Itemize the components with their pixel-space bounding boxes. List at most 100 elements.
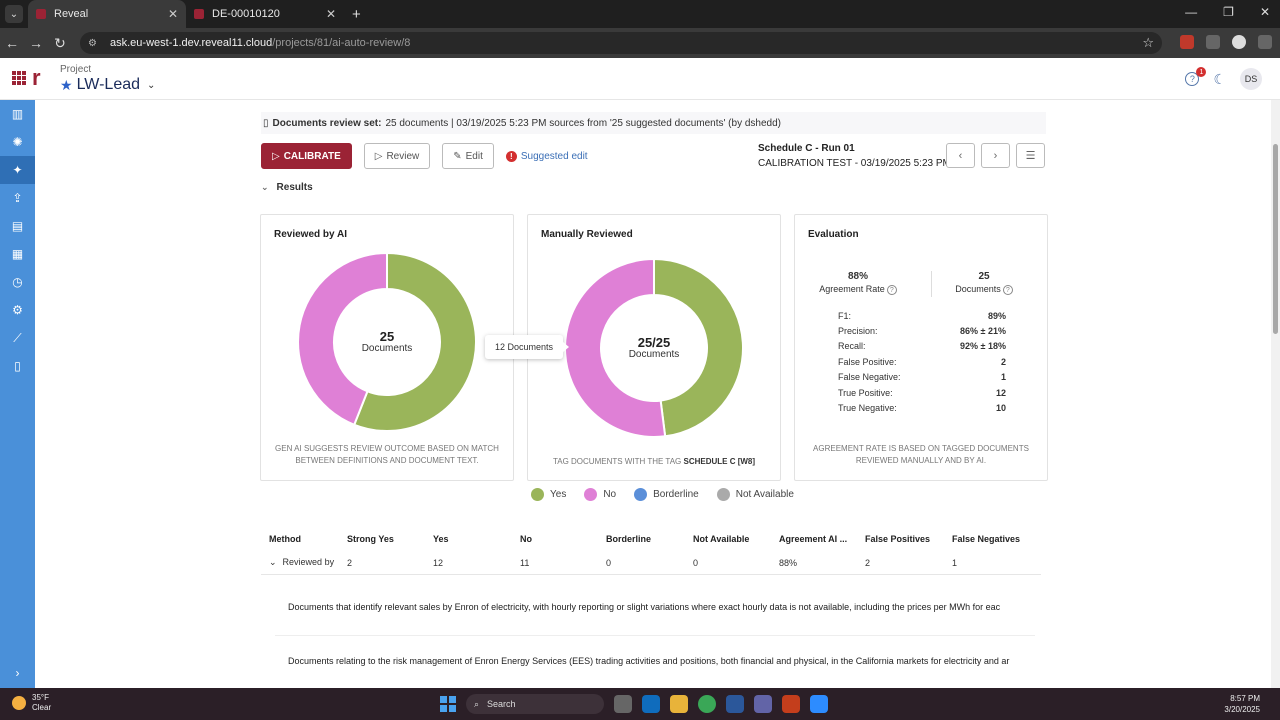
close-window-icon[interactable]: ✕ [1259,5,1270,19]
footer-tag: SCHEDULE C [W8] [683,457,756,466]
previous-run-chevron-left-icon[interactable]: ‹ [946,143,975,168]
column-header[interactable]: Not Available [693,534,750,544]
column-header[interactable]: No [520,534,532,544]
card-footer: TAG DOCUMENTS WITH THE TAG SCHEDULE C [W… [538,456,770,468]
column-header[interactable]: Yes [433,534,449,544]
word-icon[interactable] [726,695,744,713]
card-title: Manually Reviewed [541,229,633,240]
column-header[interactable]: Method [269,534,301,544]
chevron-down-icon[interactable]: ⌄ [269,557,277,567]
donut-slice-yes[interactable] [352,251,477,432]
run-info: Schedule C - Run 01 CALIBRATION TEST - 0… [758,141,951,171]
weather-condition: Clear [32,703,52,712]
close-icon[interactable]: ✕ [325,7,336,21]
column-header[interactable]: Agreement AI ... [779,534,848,544]
documents-icon[interactable]: ▤ [11,219,24,233]
legend-yes[interactable]: Yes [531,488,566,501]
column-header[interactable]: Borderline [606,534,652,544]
legend-dot-icon [584,488,598,501]
weather-widget[interactable]: 35°F Clear [12,693,51,713]
weather-moon-icon [12,696,26,710]
profile-icon[interactable] [1232,35,1246,49]
bookmark-star-icon[interactable]: ☆ [1142,35,1154,50]
minimize-icon[interactable]: — [1185,5,1198,19]
restore-icon[interactable]: ❐ [1223,5,1234,19]
task-view-icon[interactable] [614,695,632,713]
tab-label: Reveal [54,8,89,20]
dashboard-chart-icon[interactable]: ▥ [11,107,24,121]
suggested-edit-link[interactable]: ! Suggested edit [505,150,588,162]
legend-borderline[interactable]: Borderline [634,488,699,501]
site-info-icon[interactable]: ⚙ [88,37,97,49]
column-header[interactable]: Strong Yes [347,534,394,544]
browser-tab-reveal[interactable]: Reveal ✕ [28,0,186,28]
calibrate-button[interactable]: ▷ CALIBRATE [261,143,352,169]
browser-menu-icon[interactable] [1258,35,1272,49]
table-cell: 1 [952,557,958,568]
legend-dot-icon [716,488,730,501]
reveal-logo-icon[interactable]: r [32,65,41,90]
favorite-star-icon[interactable]: ★ [60,76,73,93]
library-icon[interactable]: ▦ [11,247,24,261]
extension-icon[interactable] [1180,35,1194,49]
lightbulb-icon[interactable]: ✺ [12,135,23,149]
metric-value: 92% ± 18% [960,341,1006,352]
back-icon[interactable]: ← [5,35,19,51]
teams-icon[interactable] [754,695,772,713]
definition-description: Documents relating to the risk managemen… [288,656,1010,666]
help-icon[interactable]: ? [1002,285,1013,295]
method-cell[interactable]: ⌄ Reviewed by [261,557,347,568]
analytics-icon[interactable]: ⟋ [13,330,22,345]
taskbar-search[interactable]: ⌕ Search [466,694,604,714]
review-button[interactable]: ▷ Review [363,143,431,169]
extensions-puzzle-icon[interactable] [1206,35,1220,49]
vertical-scrollbar[interactable] [1271,100,1280,688]
table-row[interactable]: ⌄ Reviewed by 2 12 11 0 0 88% 2 1 [261,551,1041,575]
menu-list-icon[interactable]: ☰ [1016,143,1045,168]
help-icon[interactable]: ? 1 [1185,67,1207,86]
outlook-icon[interactable] [642,695,660,713]
url-host: ask.eu-west-1.dev.reveal11.cloud [110,37,273,49]
documents-value: 25 [978,271,990,282]
zoom-icon[interactable] [810,695,828,713]
chrome-icon[interactable] [698,695,716,713]
scrollbar-thumb[interactable] [1273,144,1278,334]
help-icon[interactable]: ? [886,285,897,295]
powerpoint-icon[interactable] [782,695,800,713]
legend-not-available[interactable]: Not Available [716,488,794,501]
project-selector[interactable]: ★ LW-Lead ⌄ [60,76,155,94]
upload-icon[interactable]: ⇪ [12,191,23,205]
browser-tab-document[interactable]: DE-00010120 ✕ [186,0,344,28]
system-clock[interactable]: 8:57 PM 3/20/2025 [1224,693,1260,715]
settings-gear-icon[interactable]: ⚙ [12,303,23,317]
column-header[interactable]: False Negatives [952,534,1021,544]
avatar[interactable]: DS [1240,68,1262,90]
new-tab-icon[interactable]: + [352,5,361,23]
windows-start-icon[interactable] [440,696,456,712]
edit-button[interactable]: ✎ Edit [442,143,494,169]
report-file-icon[interactable]: ▯ [14,359,21,373]
url-input[interactable]: ⚙ ask.eu-west-1.dev.reveal11.cloud /proj… [80,32,1162,54]
history-clock-icon[interactable]: ◷ [12,275,23,289]
legend-no[interactable]: No [584,488,616,501]
next-run-chevron-right-icon[interactable]: › [981,143,1010,168]
dark-mode-moon-icon[interactable]: ☾ [1213,70,1226,87]
forward-icon[interactable]: → [29,35,43,51]
file-explorer-icon[interactable] [670,695,688,713]
donut-slice-yes[interactable] [653,257,744,438]
metric-row: F1: 89% [838,308,1006,323]
url-path: /projects/81/ai-auto-review/8 [272,37,411,49]
reload-icon[interactable]: ↻ [54,34,66,51]
column-header[interactable]: False Positives [865,534,931,544]
ai-sparkle-icon[interactable]: ✦ [0,156,35,184]
results-section-toggle[interactable]: ⌄ Results [261,182,313,193]
document-icon: ▯ [263,117,269,129]
close-icon[interactable]: ✕ [167,7,178,21]
donut-slice-no[interactable] [564,257,667,438]
tab-search-button[interactable]: ⌄ [5,5,23,23]
apps-grid-icon[interactable] [12,71,26,85]
donut-slice-no[interactable] [297,251,388,427]
metric-row: True Positive: 12 [838,385,1006,400]
expand-sidebar-chevron-icon[interactable]: › [15,666,20,680]
windows-taskbar: 35°F Clear ⌕ Search 8:57 PM 3/20/2025 [0,688,1280,720]
